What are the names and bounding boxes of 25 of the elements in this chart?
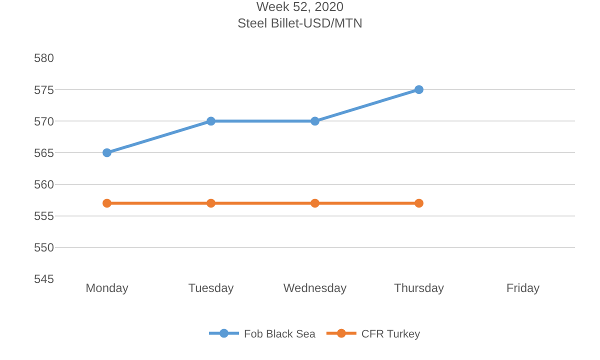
y-tick-label: 545 <box>34 272 54 286</box>
x-tick-label: Thursday <box>394 281 444 295</box>
y-tick-label: 565 <box>34 146 54 160</box>
y-tick-label: 570 <box>34 114 54 128</box>
legend-label: CFR Turkey <box>361 328 421 341</box>
x-tick-label: Monday <box>86 281 128 295</box>
y-tick-label: 575 <box>34 82 54 97</box>
y-tick-label: 555 <box>34 209 54 224</box>
point <box>310 198 320 208</box>
chart-title: Week 52, 2020 <box>256 0 344 14</box>
y-tick-label: 550 <box>34 240 54 255</box>
point <box>414 198 424 208</box>
legend-label: Fob Black Sea <box>244 328 316 341</box>
x-tick-label: Tuesday <box>188 281 234 295</box>
y-tick-label: 560 <box>34 177 54 192</box>
point <box>206 116 216 126</box>
y-tick-label: 580 <box>34 51 54 66</box>
point <box>310 116 320 126</box>
point <box>206 198 216 208</box>
chart-subtitle: Steel Billet-USD/MTN <box>238 16 362 31</box>
x-tick-label: Wednesday <box>283 281 347 295</box>
point <box>414 85 424 94</box>
point <box>102 148 112 158</box>
x-tick-label: Friday <box>506 281 540 295</box>
point <box>102 198 112 208</box>
